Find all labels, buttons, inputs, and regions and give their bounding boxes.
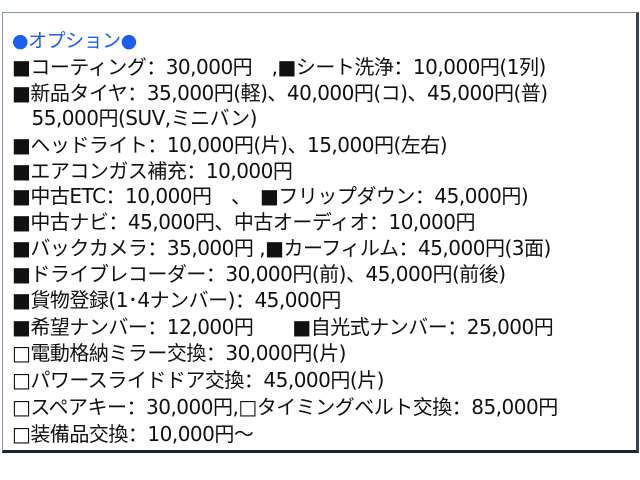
option-line: ■貨物登録(1･4ナンバー)：45,000円 xyxy=(12,288,341,312)
option-line: □パワースライドドア交換：45,000円(片) xyxy=(12,368,384,392)
option-line: ■新品タイヤ：35,000円(軽)、40,000円(コ)、45,000円(普) xyxy=(12,81,548,105)
option-line: □装備品交換：10,000円～ xyxy=(12,422,254,446)
option-line: ■コーティング：30,000円 ,■シート洗浄：10,000円(1列) xyxy=(12,55,546,79)
option-line: □スペアキー：30,000円,□タイミングベルト交換：85,000円 xyxy=(12,395,558,419)
option-line: ■中古ナビ：45,000円、中古オーディオ：10,000円 xyxy=(12,210,475,234)
option-line: ■バックカメラ：35,000円 ,■カーフィルム：45,000円(3面) xyxy=(12,236,551,260)
option-line: 55,000円(SUV,ミニバン) xyxy=(12,106,257,130)
options-panel xyxy=(2,12,639,453)
option-line: ■希望ナンバー：12,000円 ■自光式ナンバー：25,000円 xyxy=(12,315,554,339)
option-line: ■ヘッドライト：10,000円(片)、15,000円(左右) xyxy=(12,133,448,157)
option-line: ■中古ETC：10,000円 、 ■フリップダウン：45,000円) xyxy=(12,184,529,208)
option-line: ■ドライブレコーダー：30,000円(前)、45,000円(前後) xyxy=(12,262,506,286)
option-line: ■エアコンガス補充：10,000円 xyxy=(12,159,293,183)
options-title: ●オプション● xyxy=(12,30,137,52)
option-line: □電動格納ミラー交換：30,000円(片) xyxy=(12,341,346,365)
